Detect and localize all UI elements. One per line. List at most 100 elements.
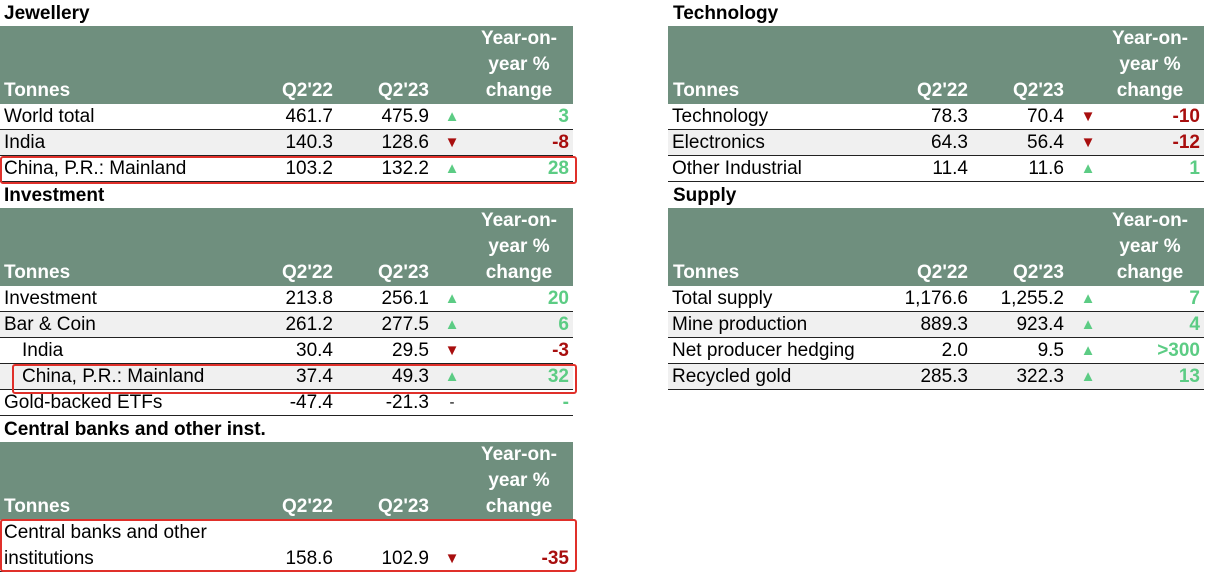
q2-23-header: Q2'23 xyxy=(1013,80,1064,101)
row-label: Recycled gold xyxy=(672,366,792,387)
supply-title: Supply xyxy=(673,185,737,206)
q2-23-value: 256.1 xyxy=(381,288,429,309)
q2-22-value: 64.3 xyxy=(931,132,968,153)
q2-23-value: 102.9 xyxy=(381,548,429,569)
yoy-change-value: - xyxy=(562,392,569,413)
technology-title: Technology xyxy=(673,3,779,24)
q2-22-value: 37.4 xyxy=(296,366,333,387)
q2-22-value: 285.3 xyxy=(920,366,968,387)
q2-22-value: 30.4 xyxy=(296,340,333,361)
row-label: Central banks and other institutions xyxy=(4,522,207,569)
jewellery-title: Jewellery xyxy=(4,3,90,24)
q2-22-value: 140.3 xyxy=(285,132,333,153)
central-banks-title: Central banks and other inst. xyxy=(4,419,266,440)
row-label: India xyxy=(4,132,46,153)
yoy-change-value: >300 xyxy=(1157,340,1200,361)
q2-23-value: 923.4 xyxy=(1016,314,1064,335)
up-triangle-icon: ▲ xyxy=(444,160,460,177)
tonnes-header: Tonnes xyxy=(673,80,740,101)
table-row: Bar & Coin 261.2 277.5 ▲ 6 xyxy=(0,312,573,338)
q2-23-value: 9.5 xyxy=(1037,340,1064,361)
q2-22-value: -47.4 xyxy=(289,392,333,413)
up-triangle-icon: ▲ xyxy=(1080,160,1096,177)
row-label: Bar & Coin xyxy=(4,314,96,335)
table-row: Net producer hedging 2.0 9.5 ▲ >300 xyxy=(668,338,1204,364)
q2-23-header: Q2'23 xyxy=(1013,262,1064,283)
yoy-header: Year-on-year % change xyxy=(480,444,558,517)
q2-23-header: Q2'23 xyxy=(378,262,429,283)
yoy-header: Year-on-year % change xyxy=(1111,28,1189,101)
q2-23-value: 475.9 xyxy=(381,106,429,127)
yoy-change-value: -10 xyxy=(1172,106,1200,127)
q2-23-value: 49.3 xyxy=(392,366,429,387)
q2-22-header: Q2'22 xyxy=(917,262,968,283)
q2-22-header: Q2'22 xyxy=(282,262,333,283)
table-row: Recycled gold 285.3 322.3 ▲ 13 xyxy=(668,364,1204,390)
q2-22-value: 11.4 xyxy=(932,158,968,179)
yoy-change-value: -12 xyxy=(1172,132,1200,153)
row-label: Mine production xyxy=(672,314,808,335)
q2-23-value: 128.6 xyxy=(381,132,429,153)
q2-23-value: 29.5 xyxy=(392,340,429,361)
tonnes-header: Tonnes xyxy=(673,262,740,283)
row-label: India xyxy=(22,340,64,361)
q2-23-header: Q2'23 xyxy=(378,496,429,517)
q2-22-value: 461.7 xyxy=(285,106,333,127)
down-triangle-icon: ▼ xyxy=(444,342,460,359)
up-triangle-icon: ▲ xyxy=(444,368,460,385)
table-row: World total 461.7 475.9 ▲ 3 xyxy=(0,104,573,130)
yoy-change-value: 4 xyxy=(1189,314,1200,335)
yoy-change-value: 28 xyxy=(547,158,569,179)
jewellery-header: Tonnes Q2'22 Q2'23 Year-on-year % change xyxy=(0,26,573,104)
table-row: China, P.R.: Mainland 37.4 49.3 ▲ 32 xyxy=(0,364,573,390)
up-triangle-icon: ▲ xyxy=(1080,368,1096,385)
up-triangle-icon: ▲ xyxy=(1080,290,1096,307)
q2-22-header: Q2'22 xyxy=(917,80,968,101)
row-label: Technology xyxy=(672,106,769,127)
yoy-header: Year-on-year % change xyxy=(480,210,558,283)
row-label: Total supply xyxy=(672,288,773,309)
investment-title: Investment xyxy=(4,185,105,206)
technology-header: Tonnes Q2'22 Q2'23 Year-on-year % change xyxy=(668,26,1204,104)
q2-22-value: 2.0 xyxy=(941,340,968,361)
yoy-change-value: 7 xyxy=(1189,288,1200,309)
investment-header: Tonnes Q2'22 Q2'23 Year-on-year % change xyxy=(0,208,573,286)
yoy-change-value: -3 xyxy=(552,340,569,361)
table-row: Other Industrial 11.4 11.6 ▲ 1 xyxy=(668,156,1204,182)
table-row: Electronics 64.3 56.4 ▼ -12 xyxy=(668,130,1204,156)
yoy-change-value: 13 xyxy=(1178,366,1200,387)
q2-22-header: Q2'22 xyxy=(282,80,333,101)
yoy-change-value: 32 xyxy=(547,366,569,387)
q2-23-value: 277.5 xyxy=(381,314,429,335)
tonnes-header: Tonnes xyxy=(4,262,71,283)
up-triangle-icon: ▲ xyxy=(1080,342,1096,359)
dash-icon: - xyxy=(449,394,455,411)
yoy-header: Year-on-year % change xyxy=(480,28,558,101)
q2-23-value: 1,255.2 xyxy=(1000,288,1064,309)
central-banks-header: Tonnes Q2'22 Q2'23 Year-on-year % change xyxy=(0,442,573,520)
row-label: China, P.R.: Mainland xyxy=(4,158,187,179)
table-row: Technology 78.3 70.4 ▼ -10 xyxy=(668,104,1204,130)
yoy-change-value: 1 xyxy=(1189,158,1200,179)
q2-22-value: 103.2 xyxy=(285,158,333,179)
table-row: Investment 213.8 256.1 ▲ 20 xyxy=(0,286,573,312)
down-triangle-icon: ▼ xyxy=(1080,134,1096,151)
row-label: Investment xyxy=(4,288,97,309)
yoy-change-value: 3 xyxy=(558,106,569,127)
up-triangle-icon: ▲ xyxy=(444,108,460,125)
row-label: Other Industrial xyxy=(672,158,802,179)
table-row: Mine production 889.3 923.4 ▲ 4 xyxy=(668,312,1204,338)
table-row: India 30.4 29.5 ▼ -3 xyxy=(0,338,573,364)
tonnes-header: Tonnes xyxy=(4,80,71,101)
row-label: Gold-backed ETFs xyxy=(4,392,163,413)
up-triangle-icon: ▲ xyxy=(444,290,460,307)
supply-header: Tonnes Q2'22 Q2'23 Year-on-year % change xyxy=(668,208,1204,286)
table-row: China, P.R.: Mainland 103.2 132.2 ▲ 28 xyxy=(0,156,573,182)
table-row: Total supply 1,176.6 1,255.2 ▲ 7 xyxy=(668,286,1204,312)
row-label: Net producer hedging xyxy=(672,340,855,361)
yoy-change-value: -8 xyxy=(552,132,569,153)
q2-22-header: Q2'22 xyxy=(282,496,333,517)
q2-23-header: Q2'23 xyxy=(378,80,429,101)
q2-22-value: 78.3 xyxy=(931,106,968,127)
down-triangle-icon: ▼ xyxy=(444,550,460,567)
